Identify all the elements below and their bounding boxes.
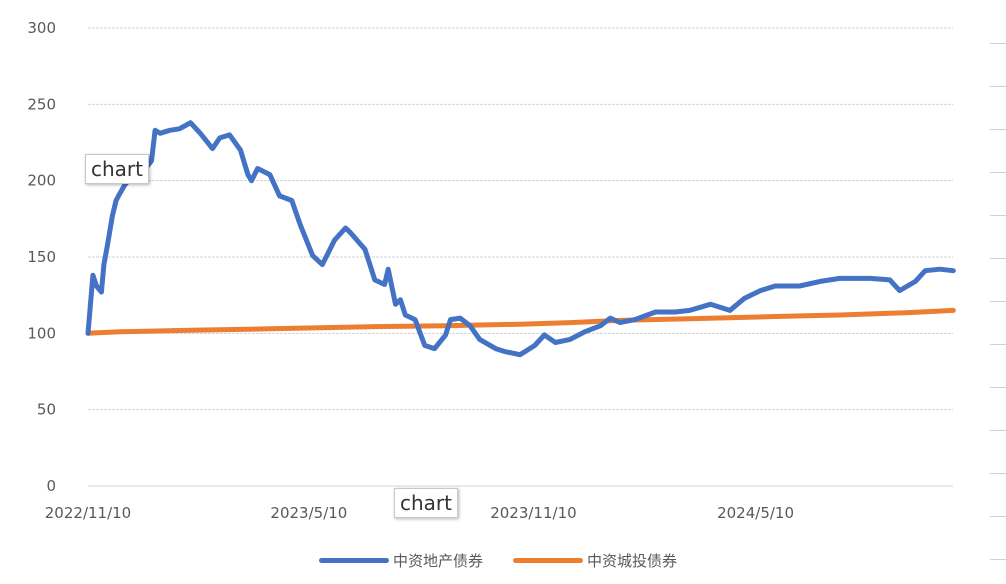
edge-mark (990, 516, 1006, 517)
legend: 中资地产债券 中资城投债券 (0, 550, 1006, 571)
edge-mark (990, 215, 1006, 216)
y-tick-label: 200 (27, 172, 56, 190)
legend-item-lgfv-bonds: 中资城投债券 (513, 550, 677, 571)
y-tick-label: 250 (27, 95, 56, 113)
x-tick-label: 2023/11/10 (490, 504, 576, 522)
x-tick-label: 2024/5/10 (717, 504, 794, 522)
edge-mark (990, 172, 1006, 173)
x-tick-label: 2023/5/10 (270, 504, 347, 522)
edge-mark (990, 559, 1006, 560)
edge-mark (990, 344, 1006, 345)
edge-mark (990, 258, 1006, 259)
legend-swatch-blue (318, 558, 389, 563)
series-line-lgfv (85, 307, 956, 336)
y-tick-label: 50 (37, 401, 56, 419)
series-line-property (85, 120, 956, 358)
y-tick-label: 150 (27, 248, 56, 266)
edge-mark (990, 86, 1006, 87)
edge-mark (990, 430, 1006, 431)
edge-mark (990, 473, 1006, 474)
y-tick-label: 100 (27, 324, 56, 342)
legend-swatch-orange (513, 558, 583, 563)
legend-label: 中资地产债券 (392, 552, 483, 570)
edge-mark (990, 301, 1006, 302)
y-tick-label: 0 (46, 477, 56, 495)
tooltip: chart (394, 488, 458, 518)
tooltip: chart (85, 154, 149, 184)
y-tick-label: 300 (27, 19, 56, 37)
legend-label: 中资城投债券 (587, 552, 678, 570)
legend-item-property-bonds: 中资地产债券 (318, 550, 483, 571)
edge-mark (990, 43, 1006, 44)
edge-mark (990, 129, 1006, 130)
x-tick-label: 2022/11/10 (45, 504, 131, 522)
edge-mark (990, 387, 1006, 388)
